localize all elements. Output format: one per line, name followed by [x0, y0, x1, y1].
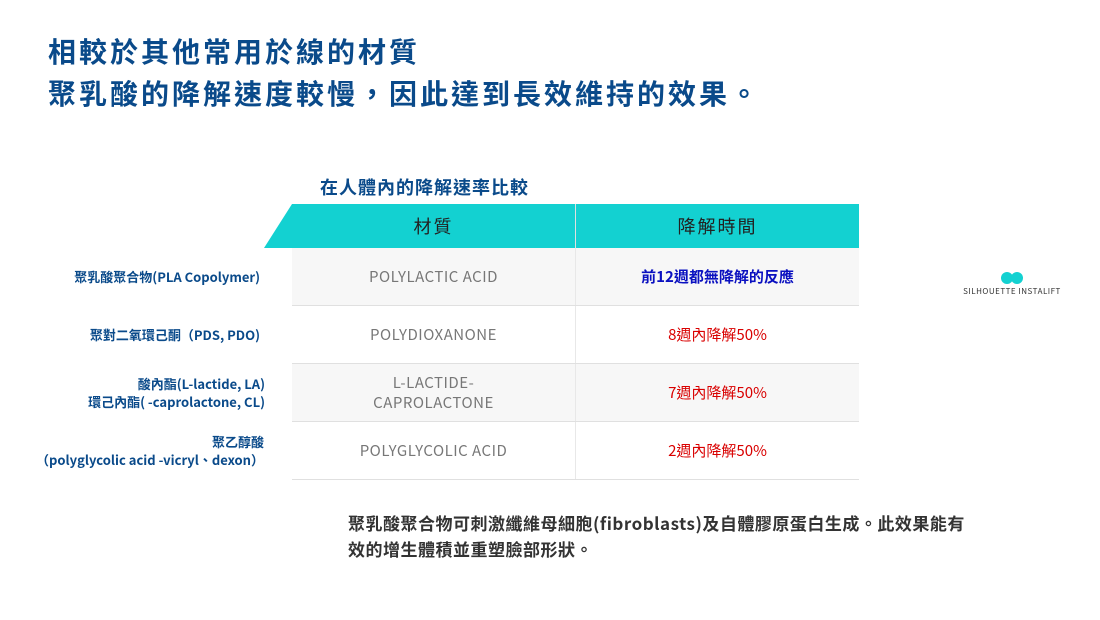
cell-time: 2週內降解50%	[576, 422, 859, 479]
row-label: 聚乙醇酸 （polyglycolic acid -vicryl、dexon）	[14, 432, 264, 468]
row-label: 聚乳酸聚合物(PLA Copolymer)	[55, 267, 260, 285]
brand-mark: SILHOUETTE INSTALIFT	[942, 272, 1082, 297]
cell-material: POLYDIOXANONE	[292, 306, 576, 363]
row-label: 聚對二氧環己酮（PDS, PDO)	[75, 325, 260, 343]
comparison-table: 材質 降解時間 聚乳酸聚合物(PLA Copolymer)POLYLACTIC …	[292, 204, 859, 480]
cell-time: 前12週都無降解的反應	[576, 248, 859, 305]
brand-icon	[1001, 272, 1023, 284]
table-row: 酸內酯(L-lactide, LA) 環己內酯( -caprolactone, …	[292, 364, 859, 422]
heading-line-1: 相較於其他常用於線的材質	[48, 30, 948, 72]
table-row: 聚乙醇酸 （polyglycolic acid -vicryl、dexon）PO…	[292, 422, 859, 480]
cell-material: POLYLACTIC ACID	[292, 248, 576, 305]
heading-line-2: 聚乳酸的降解速度較慢，因此達到長效維持的效果。	[48, 72, 948, 114]
row-label: 酸內酯(L-lactide, LA) 環己內酯( -caprolactone, …	[65, 374, 265, 410]
cell-time: 7週內降解50%	[576, 364, 859, 421]
header-diagonal-cut	[264, 204, 292, 248]
th-time: 降解時間	[576, 204, 859, 248]
cell-time: 8週內降解50%	[576, 306, 859, 363]
table-row: 聚乳酸聚合物(PLA Copolymer)POLYLACTIC ACID前12週…	[292, 248, 859, 306]
th-material: 材質	[292, 204, 576, 248]
table-title: 在人體內的降解速率比較	[320, 174, 529, 200]
slide-heading: 相較於其他常用於線的材質 聚乳酸的降解速度較慢，因此達到長效維持的效果。	[48, 30, 948, 114]
table-row: 聚對二氧環己酮（PDS, PDO)POLYDIOXANONE8週內降解50%	[292, 306, 859, 364]
table-body: 聚乳酸聚合物(PLA Copolymer)POLYLACTIC ACID前12週…	[292, 248, 859, 480]
footnote-text: 聚乳酸聚合物可刺激纖維母細胞(fibroblasts)及自體膠原蛋白生成。此效果…	[348, 510, 968, 563]
cell-material: L-LACTIDE- CAPROLACTONE	[292, 364, 576, 421]
brand-text: SILHOUETTE INSTALIFT	[942, 286, 1082, 297]
cell-material: POLYGLYCOLIC ACID	[292, 422, 576, 479]
table-header-row: 材質 降解時間	[292, 204, 859, 248]
